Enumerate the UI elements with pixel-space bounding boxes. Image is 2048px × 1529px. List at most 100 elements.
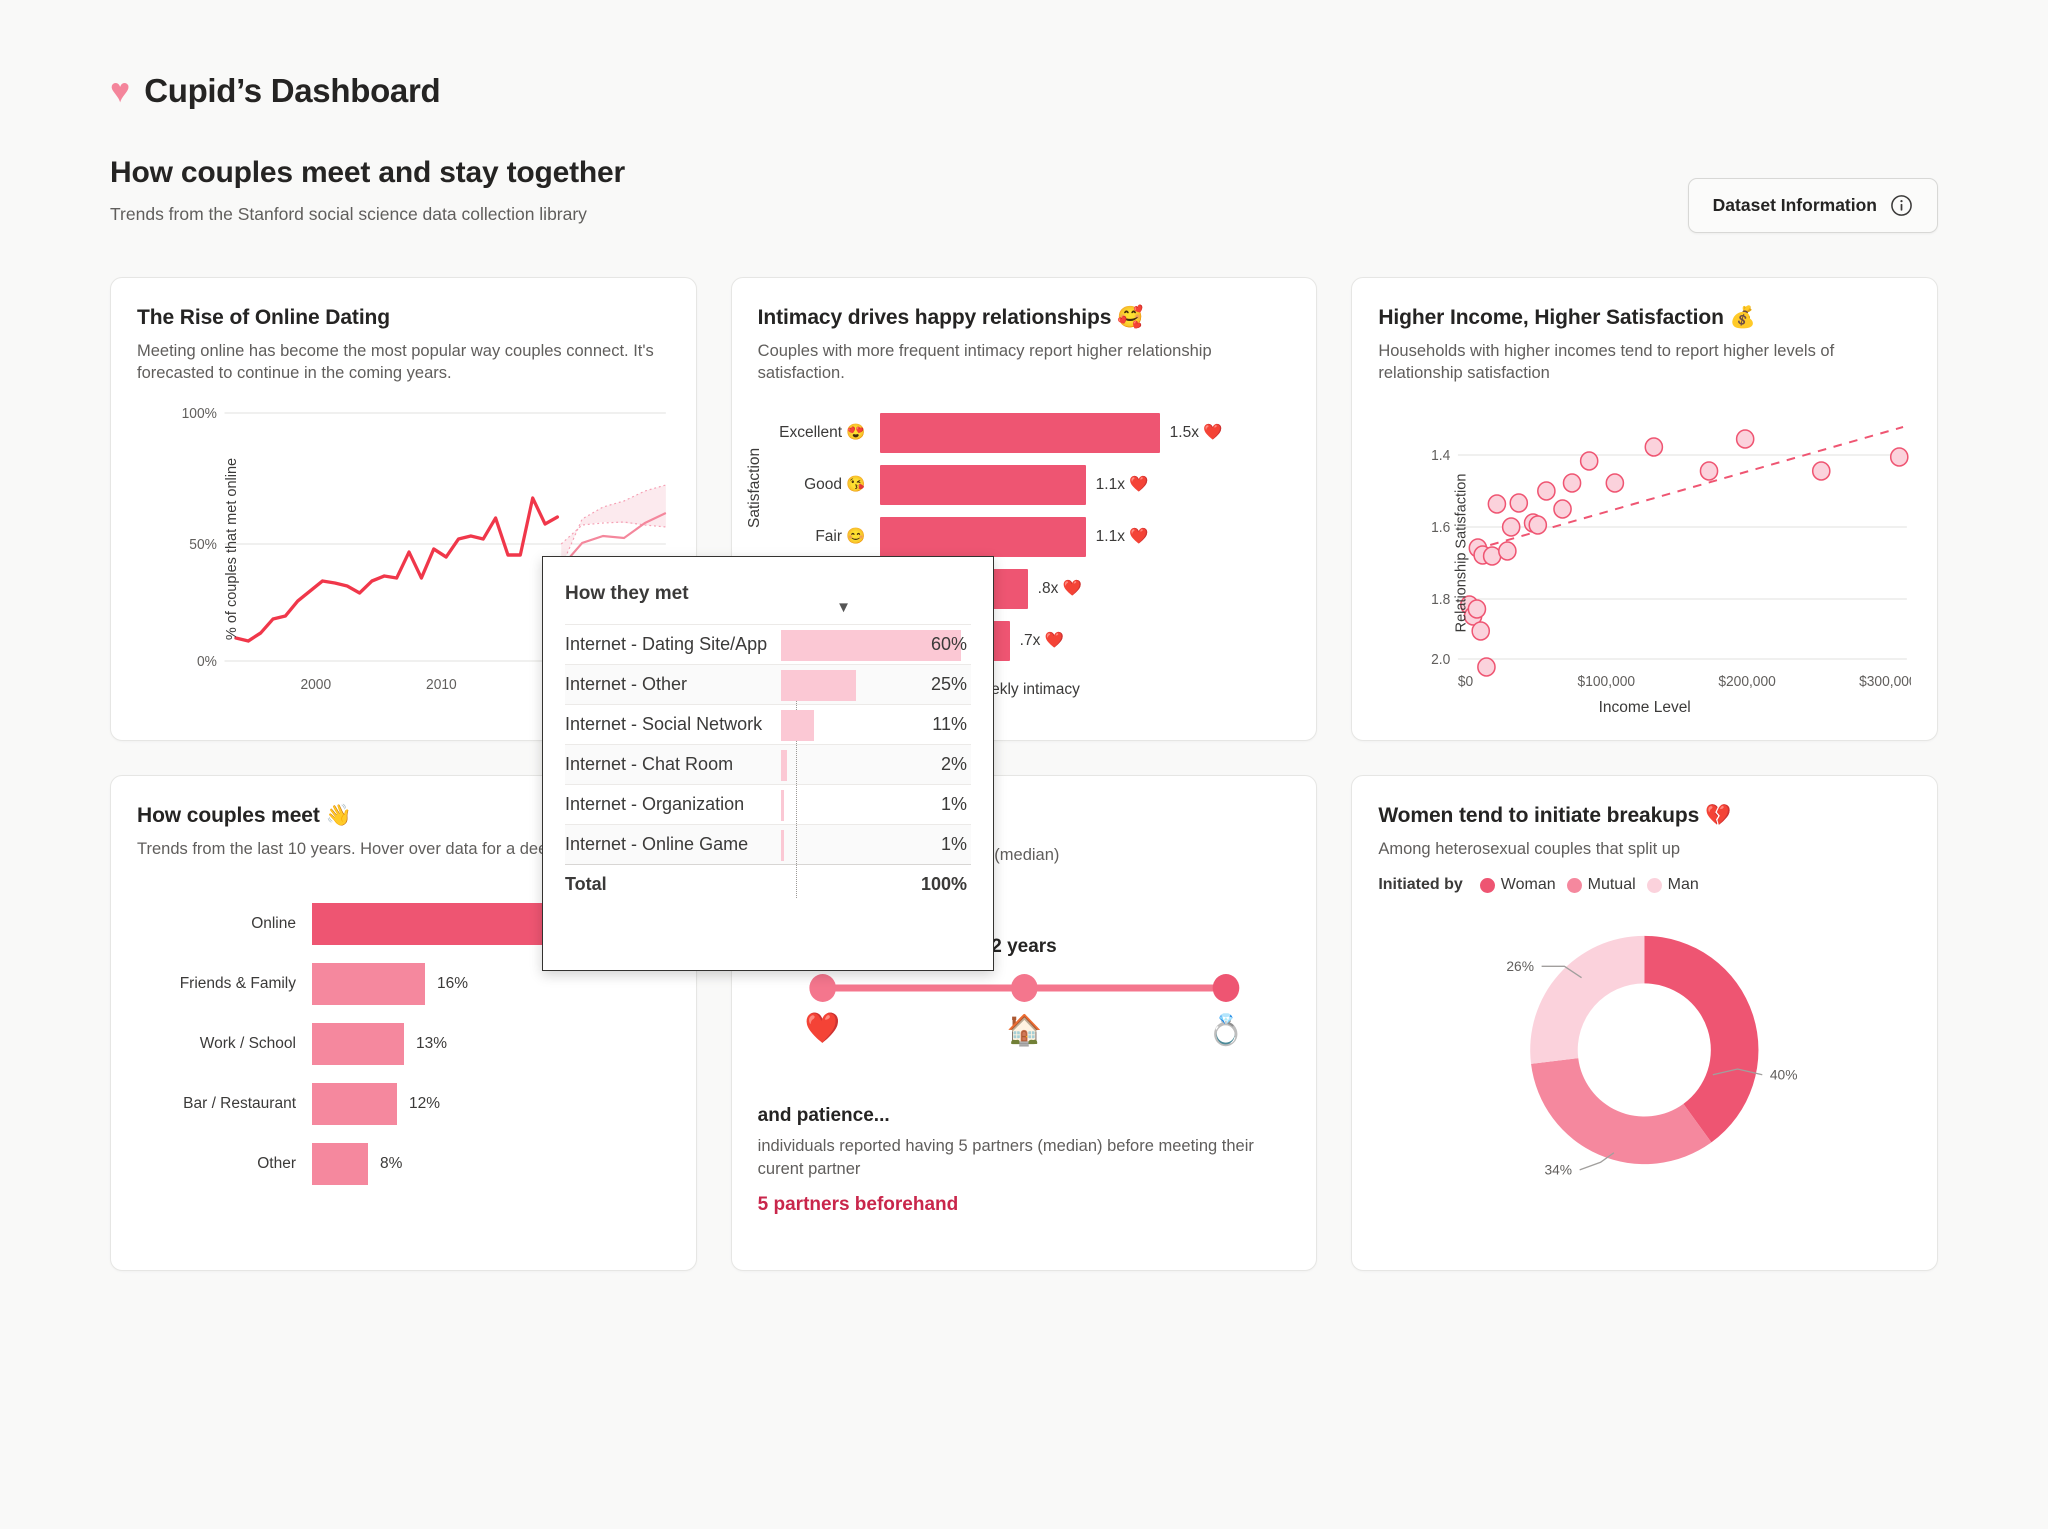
- legend-swatch-man: [1646, 877, 1662, 893]
- heart-emoji: ❤️: [805, 1012, 841, 1046]
- legend-swatch-mutual: [1566, 877, 1582, 893]
- bar-value: .8x ❤️: [1037, 580, 1082, 598]
- row-value: 2%: [940, 754, 967, 774]
- donut-label-mutual: 34%: [1545, 1163, 1573, 1178]
- donut-legend: Initiated by Woman Mutual Man: [1378, 876, 1911, 894]
- svg-text:1.8: 1.8: [1431, 590, 1450, 606]
- timeline-node-end: [1212, 974, 1239, 1003]
- row-label: Internet - Dating Site/App: [565, 634, 768, 654]
- row-bar-cell: 25%: [781, 665, 971, 705]
- timeline-duration-label: 2 years: [991, 936, 1057, 958]
- total-value: 100%: [781, 864, 971, 905]
- donut-label-man: 26%: [1507, 959, 1535, 974]
- svg-text:0%: 0%: [197, 652, 217, 668]
- tooltip-axis-divider: [796, 677, 797, 898]
- bar-category: Other: [257, 1155, 296, 1173]
- scatter-chart-svg: 1.4 1.6 1.8 2.0 $0 $100,000 $200,000 $30…: [1431, 425, 1917, 689]
- row-label: Internet - Online Game: [565, 834, 749, 854]
- row-label: Internet - Chat Room: [565, 754, 734, 774]
- dashboard-grid: The Rise of Online Dating Meeting online…: [110, 277, 1938, 1271]
- patience-text: individuals reported having 5 partners (…: [757, 1137, 1254, 1178]
- row-bar-cell: 11%: [781, 705, 971, 745]
- card-subtitle: Trends from the last 10 years. Hover ove…: [137, 840, 661, 858]
- svg-text:1.6: 1.6: [1431, 518, 1450, 534]
- svg-text:100%: 100%: [182, 404, 218, 420]
- y-axis-label: Relationship Satisfaction: [1453, 473, 1470, 632]
- bar-category: Bar / Restaurant: [183, 1095, 296, 1113]
- bar-value: 8%: [380, 1155, 403, 1173]
- card-subtitle: Households with higher incomes tend to r…: [1378, 342, 1835, 383]
- bar-row[interactable]: Bar / Restaurant 12%: [137, 1074, 670, 1134]
- bar-row[interactable]: Good 😘 1.1x ❤️: [758, 459, 1291, 511]
- y-axis-label: % of couples that met online: [224, 457, 241, 640]
- card-title: The Rise of Online Dating: [137, 306, 391, 329]
- svg-text:$300,000: $300,000: [1859, 672, 1911, 688]
- table-row[interactable]: Internet - Organization 1%: [565, 784, 971, 825]
- dataset-information-label: Dataset Information: [1712, 195, 1877, 215]
- donut-label-woman: 40%: [1770, 1068, 1798, 1083]
- y-axis-label: Satisfaction: [745, 447, 763, 528]
- row-value: 11%: [932, 714, 967, 734]
- donut-chart[interactable]: 40% 34% 26%: [1378, 900, 1911, 1205]
- heart-icon: ♥: [110, 72, 131, 110]
- svg-text:$100,000: $100,000: [1578, 672, 1636, 688]
- table-row[interactable]: Internet - Social Network 11%: [565, 704, 971, 745]
- table-row[interactable]: Internet - Online Game 1%: [565, 824, 971, 865]
- page-header: How couples meet and stay together Trend…: [110, 156, 1938, 233]
- donut-slice-woman: [1644, 936, 1759, 1143]
- table-row[interactable]: Internet - Chat Room 2%: [565, 744, 971, 785]
- donut-slice-man: [1530, 936, 1645, 1065]
- table-total-row: Total 100%: [565, 864, 971, 905]
- bar-value: 1.1x ❤️: [1095, 476, 1149, 494]
- svg-text:2000: 2000: [300, 675, 331, 691]
- card-subtitle: Meeting online has become the most popul…: [137, 342, 654, 383]
- bar-row[interactable]: Friends & Family 16%: [137, 954, 670, 1014]
- row-bar-cell: 1%: [781, 785, 971, 825]
- row-bar-cell: 2%: [781, 745, 971, 785]
- legend-item-man[interactable]: Man: [1646, 876, 1699, 894]
- legend-label: Woman: [1500, 876, 1556, 894]
- bar-value: 1.1x ❤️: [1095, 528, 1149, 546]
- timeline: 2 years ❤️ 🏠 💍: [758, 936, 1291, 1071]
- row-value: 1%: [940, 834, 967, 854]
- card-title: Higher Income, Higher Satisfaction 💰: [1378, 306, 1756, 329]
- tooltip-title: How they met: [565, 583, 689, 604]
- table-row[interactable]: Internet - Other 25%: [565, 664, 971, 705]
- bar-row[interactable]: Other 8%: [137, 1134, 670, 1194]
- row-label: Internet - Social Network: [565, 714, 763, 734]
- row-label: Internet - Other: [565, 674, 688, 694]
- svg-text:$0: $0: [1458, 672, 1473, 688]
- brand: ♥ Cupid’s Dashboard: [110, 0, 1938, 110]
- legend-label: Man: [1667, 876, 1699, 894]
- svg-text:$200,000: $200,000: [1719, 672, 1777, 688]
- legend-item-mutual[interactable]: Mutual: [1566, 876, 1636, 894]
- row-value: 60%: [930, 634, 967, 654]
- timeline-node-start: [809, 974, 836, 1003]
- bar-category: Fair 😊: [815, 528, 866, 546]
- page-title: How couples meet and stay together: [110, 156, 625, 189]
- svg-text:2010: 2010: [426, 675, 457, 691]
- donut-chart-svg: 40% 34% 26%: [1507, 936, 1798, 1178]
- patience-kpi: 5 partners beforehand: [757, 1193, 959, 1215]
- svg-text:1.4: 1.4: [1431, 446, 1450, 462]
- scatter-chart[interactable]: 1.4 1.6 1.8 2.0 $0 $100,000 $200,000 $30…: [1378, 403, 1917, 703]
- bar-row[interactable]: Excellent 😍 1.5x ❤️: [758, 407, 1291, 459]
- brand-title: Cupid’s Dashboard: [144, 72, 441, 109]
- bar-row[interactable]: Fair 😊 1.1x ❤️: [758, 511, 1291, 563]
- row-bar-cell: 1%: [781, 825, 971, 865]
- row-value: 1%: [940, 794, 967, 814]
- legend-label: Mutual: [1587, 876, 1636, 894]
- bar-row[interactable]: Work / School 13%: [137, 1014, 670, 1074]
- row-value: 25%: [930, 674, 967, 694]
- dataset-information-button[interactable]: Dataset Information: [1687, 178, 1938, 233]
- legend-item-woman[interactable]: Woman: [1479, 876, 1556, 894]
- patience-section: and patience... individuals reported hav…: [758, 1105, 1291, 1216]
- patience-heading: and patience...: [757, 1105, 890, 1127]
- table-row[interactable]: Internet - Dating Site/App 60%: [565, 624, 971, 665]
- legend-title: Initiated by: [1378, 876, 1463, 894]
- how-they-met-tooltip[interactable]: How they met ▼ Internet - Dating Site/Ap…: [542, 556, 994, 971]
- bar-value: 16%: [437, 975, 469, 993]
- chevron-down-icon[interactable]: ▼: [836, 599, 851, 616]
- donut-slice-mutual: [1531, 1058, 1712, 1165]
- card-title: How couples meet 👋: [137, 804, 352, 827]
